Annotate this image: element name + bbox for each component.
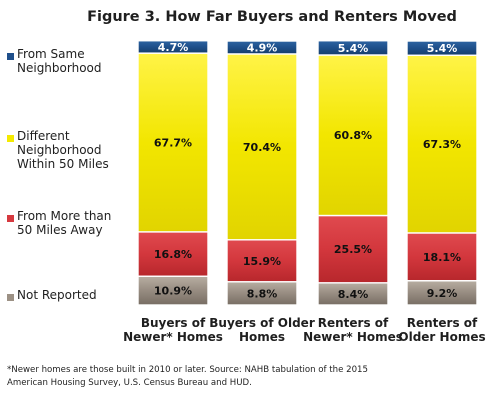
category-label: Buyers of Newer* Homes bbox=[123, 316, 223, 344]
data-label: 15.9% bbox=[243, 255, 281, 268]
bar-segment bbox=[137, 275, 209, 306]
bar-segment bbox=[317, 40, 389, 56]
legend-swatch bbox=[7, 294, 14, 301]
data-label: 60.8% bbox=[334, 129, 372, 142]
category-label: Renters of Newer* Homes bbox=[303, 316, 403, 344]
bar-segment bbox=[406, 232, 478, 282]
chart-title: Figure 3. How Far Buyers and Renters Mov… bbox=[87, 9, 457, 25]
data-label: 9.2% bbox=[427, 287, 458, 300]
bar-segment bbox=[137, 40, 209, 54]
bar-segment bbox=[406, 54, 478, 234]
category-label-line: Buyers of bbox=[141, 316, 206, 330]
labels-layer: 10.9% 16.8% 67.7% 4.7% 8.8% 15.9% 70.4% 4.9% 8.4… bbox=[154, 41, 461, 301]
category-label-line: Newer* Homes bbox=[303, 330, 403, 344]
legend-label-line: Neighborhood bbox=[17, 143, 102, 157]
legend-swatch bbox=[7, 53, 14, 60]
legend-label-line: Neighborhood bbox=[17, 61, 102, 75]
legend-label: From More than 50 Miles Away bbox=[17, 209, 111, 237]
data-label: 4.9% bbox=[247, 41, 278, 54]
legend-label: Different Neighborhood Within 50 Miles bbox=[17, 129, 109, 171]
bars-layer bbox=[137, 40, 478, 306]
footnote: *Newer homes are those built in 2010 or … bbox=[7, 365, 368, 388]
legend-label-line: Not Reported bbox=[17, 288, 97, 302]
data-label: 70.4% bbox=[243, 141, 281, 154]
bar-segment bbox=[226, 53, 298, 241]
legend-label-line: Different bbox=[17, 129, 70, 143]
category-label-line: Homes bbox=[239, 330, 285, 344]
data-label: 8.4% bbox=[338, 288, 369, 301]
data-label: 16.8% bbox=[154, 248, 192, 261]
data-label: 67.3% bbox=[423, 138, 461, 151]
legend-label-line: 50 Miles Away bbox=[17, 223, 103, 237]
footnote-line: American Housing Survey, U.S. Census Bur… bbox=[7, 378, 252, 388]
legend-swatch bbox=[7, 135, 14, 142]
data-label: 5.4% bbox=[427, 42, 458, 55]
data-label: 10.9% bbox=[154, 285, 192, 298]
category-label: Renters of Older Homes bbox=[398, 316, 485, 344]
bar-segment bbox=[137, 231, 209, 277]
category-label-line: Buyers of Older bbox=[209, 316, 315, 330]
bar-segment bbox=[226, 40, 298, 55]
legend-label-line: From Same bbox=[17, 47, 85, 61]
bar-segment bbox=[406, 280, 478, 306]
data-label: 4.7% bbox=[158, 41, 189, 54]
data-label: 25.5% bbox=[334, 243, 372, 256]
legend-swatch bbox=[7, 215, 14, 222]
legend-label-line: From More than bbox=[17, 209, 111, 223]
legend-label-line: Within 50 Miles bbox=[17, 157, 109, 171]
footnote-line: *Newer homes are those built in 2010 or … bbox=[7, 365, 368, 375]
legend-label: Not Reported bbox=[17, 288, 97, 302]
bar-segment bbox=[406, 40, 478, 56]
category-label-line: Newer* Homes bbox=[123, 330, 223, 344]
data-label: 8.8% bbox=[247, 287, 278, 300]
data-label: 18.1% bbox=[423, 251, 461, 264]
category-label-line: Renters of bbox=[407, 316, 478, 330]
bar-segment bbox=[317, 54, 389, 217]
category-label: Buyers of Older Homes bbox=[209, 316, 315, 344]
legend-label: From Same Neighborhood bbox=[17, 47, 102, 75]
category-label-line: Older Homes bbox=[398, 330, 485, 344]
data-label: 67.7% bbox=[154, 137, 192, 150]
bar-segment bbox=[317, 214, 389, 284]
category-label-line: Renters of bbox=[318, 316, 389, 330]
data-label: 5.4% bbox=[338, 42, 369, 55]
